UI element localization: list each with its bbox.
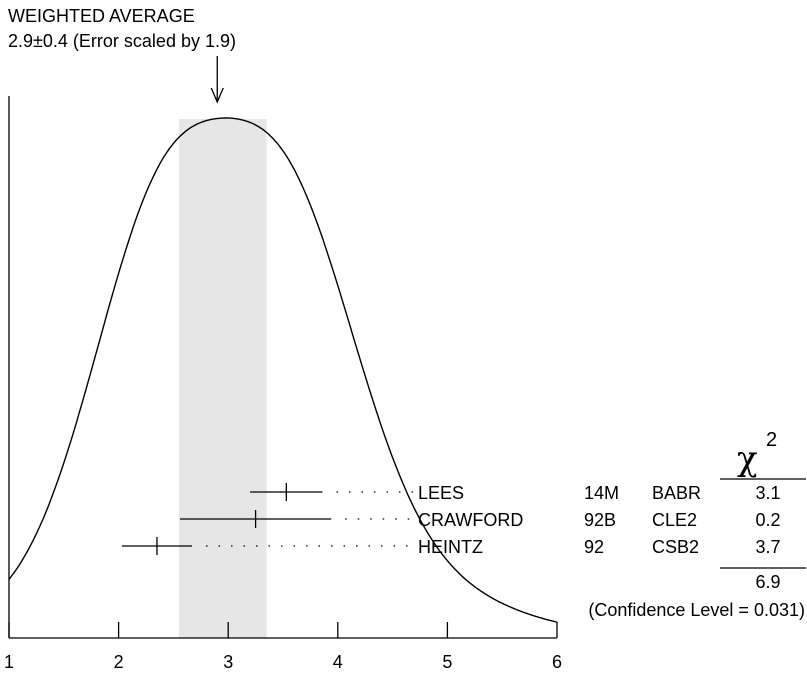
x-tick-label: 3 [223,652,233,672]
chi2-header: χ [737,439,758,479]
axes [8,96,557,639]
confidence-level: (Confidence Level = 0.031) [588,600,805,620]
measurement-chi2: 0.2 [755,510,780,530]
average-arrow [210,56,224,104]
x-tick-label: 5 [442,652,452,672]
x-tick-label: 6 [552,652,562,672]
measurement-year: 14M [584,483,619,503]
average-arrow-head [210,87,224,104]
measurements: LEES 14M BABR 3.1 CRAWFORD 92B CLE2 0.2 HEINTZ 92… [121,483,781,557]
measurement-author: LEES [418,483,464,503]
x-tick-label: 4 [333,652,343,672]
x-tick-label: 2 [114,652,124,672]
measurement-code: BABR [652,483,701,503]
measurement-code: CLE2 [652,510,697,530]
title-line-1: WEIGHTED AVERAGE [8,6,195,26]
measurement-year: 92B [584,510,616,530]
title-line-2: 2.9±0.4 (Error scaled by 1.9) [8,31,236,51]
chi2-total: 6.9 [755,572,780,592]
x-tick-label: 1 [4,652,14,672]
ideogram-curve [8,117,558,623]
chart-title: WEIGHTED AVERAGE 2.9±0.4 (Error scaled b… [8,6,236,51]
measurement-chi2: 3.1 [755,483,780,503]
measurement-author: HEINTZ [418,537,483,557]
average-error-band [178,119,267,638]
measurement-author: CRAWFORD [418,510,523,530]
measurement-year: 92 [584,537,604,557]
chi2-column: χ 2 6.9 (Confidence Level = 0.031) [588,429,806,620]
x-ticks: 1 2 3 4 5 6 [4,622,562,672]
measurement-code: CSB2 [652,537,699,557]
measurement-chi2: 3.7 [755,537,780,557]
chi2-header-superscript: 2 [766,429,777,451]
